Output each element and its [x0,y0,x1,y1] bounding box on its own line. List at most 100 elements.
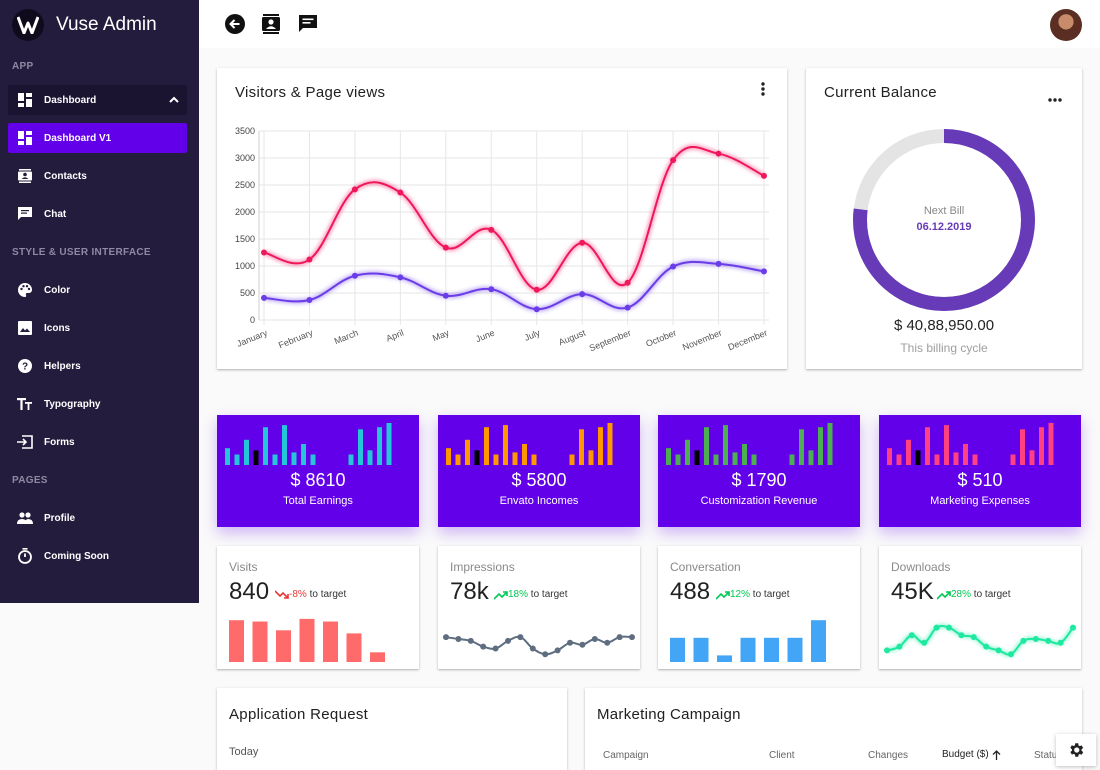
stat-trend: 18% to target [494,589,568,600]
stat-card-downloads: Downloads 45K 28% to target [879,546,1081,669]
trending-up-icon [937,590,951,600]
stat-point [1057,639,1064,646]
summary-value: $ 1790 [731,470,787,490]
column-header-status[interactable]: Status [1034,750,1063,761]
summary-card-customization-revenue[interactable]: $ 1790 Customization Revenue [658,415,860,527]
sidebar-item-typography[interactable]: Typography [8,389,187,419]
section-label-app: APP [12,61,34,72]
mini-bar-chart [666,423,833,465]
data-point[interactable] [624,304,631,311]
chat-icon [17,206,33,222]
donut-progress [853,129,1035,311]
stat-line [445,635,633,656]
stat-point [567,639,573,646]
data-point[interactable] [306,256,313,263]
summary-card-total-earnings[interactable]: $ 8610 Total Earnings [217,415,419,527]
sidebar-item-dashboard-group[interactable]: Dashboard [8,85,187,115]
sidebar-item-label: Typography [44,398,101,410]
trending-up-icon [494,590,508,600]
sidebar-item-icons[interactable]: Icons [8,313,187,343]
sidebar-item-profile[interactable]: Profile [8,503,187,533]
stat-trend: 28% to target [937,589,1011,600]
x-tick-label: September [588,328,633,354]
mini-bar [963,444,968,465]
data-point[interactable] [761,172,767,179]
summary-label: Marketing Expenses [930,495,1030,507]
sidebar-item-coming-soon[interactable]: Coming Soon [8,541,187,571]
data-point[interactable] [261,249,267,256]
column-header-client[interactable]: Client [769,750,795,761]
column-header-budget[interactable]: Budget ($) [942,749,1001,760]
column-header-campaign[interactable]: Campaign [603,750,649,761]
data-point[interactable] [761,268,767,275]
help-icon: ? [17,358,33,374]
data-point[interactable] [397,274,404,281]
more-vert-icon[interactable] [761,82,765,100]
card-title: Current Balance [824,84,937,101]
data-point[interactable] [624,279,631,286]
data-point[interactable] [397,189,404,196]
sidebar-item-chat[interactable]: Chat [8,199,187,229]
data-point[interactable] [488,286,495,293]
mini-bar [607,423,613,465]
data-point[interactable] [715,150,722,157]
mini-bar [1039,427,1044,465]
mini-bar [887,448,892,465]
mini-bar [465,439,470,465]
data-point[interactable] [533,286,540,293]
sidebar-item-label: Profile [44,512,76,524]
stat-bar [693,637,709,662]
data-point[interactable] [306,297,313,304]
mini-bar [282,425,287,465]
avatar[interactable] [1050,9,1082,41]
mini-bar [579,429,584,465]
mini-bar [732,452,738,465]
chat-icon[interactable] [297,13,319,35]
summary-card-marketing-expenses[interactable]: $ 510 Marketing Expenses [879,415,1081,527]
more-horiz-icon[interactable] [1048,89,1062,106]
balance-amount: $ 40,88,950.00 [893,317,995,334]
data-point[interactable] [261,294,267,301]
sidebar-item-color[interactable]: Color [8,275,187,305]
summary-label: Envato Incomes [499,495,579,507]
mini-bar [358,429,363,465]
data-point[interactable] [442,244,449,251]
stat-point [946,624,952,631]
data-point[interactable] [442,292,449,299]
dashboard-icon [17,92,33,108]
data-point[interactable] [715,260,722,267]
settings-button[interactable] [1056,734,1096,766]
section-label-style: STYLE & USER INTERFACE [12,247,151,258]
data-point[interactable] [533,306,540,313]
data-point[interactable] [351,186,358,193]
stat-bar [670,637,685,662]
data-point[interactable] [670,157,677,164]
data-point[interactable] [351,272,358,279]
column-header-changes[interactable]: Changes [868,750,909,761]
stat-bar [811,620,826,662]
sidebar-item-helpers[interactable]: ? Helpers [8,351,187,381]
stat-point [505,637,511,644]
data-point[interactable] [670,263,677,270]
stat-point [970,634,977,641]
gear-icon [1070,743,1084,757]
mini-bar [944,425,949,465]
stat-point [921,639,928,646]
x-tick-label: October [644,328,677,349]
data-point[interactable] [488,226,495,233]
data-point[interactable] [579,291,586,298]
back-arrow-icon[interactable] [224,13,246,35]
x-tick-label: June [474,328,496,345]
summary-card-envato-incomes[interactable]: $ 5800 Envato Incomes [438,415,640,527]
data-point[interactable] [579,239,586,246]
sidebar-item-forms[interactable]: Forms [8,427,187,457]
sidebar-item-label: Dashboard V1 [44,132,112,144]
mini-bar [367,450,373,465]
contacts-icon[interactable] [260,13,282,35]
stat-bar [740,637,756,662]
brand[interactable]: Vuse Admin [0,0,199,50]
people-icon [17,510,33,526]
sidebar-item-contacts[interactable]: Contacts [8,161,187,191]
sidebar-item-dashboard-v1[interactable]: Dashboard V1 [8,123,187,153]
mini-bar [455,454,461,465]
